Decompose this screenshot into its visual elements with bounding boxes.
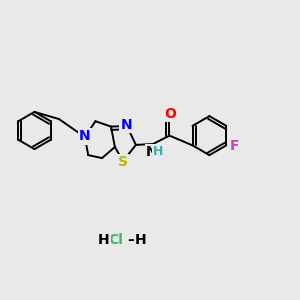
Text: N: N bbox=[121, 118, 132, 132]
Text: –: – bbox=[127, 233, 134, 247]
Text: H: H bbox=[153, 145, 163, 158]
Text: N: N bbox=[79, 129, 91, 143]
Text: S: S bbox=[118, 155, 128, 169]
Text: F: F bbox=[230, 139, 239, 153]
Text: N: N bbox=[146, 145, 158, 159]
Text: O: O bbox=[164, 107, 176, 121]
Text: H: H bbox=[135, 233, 147, 247]
Text: Cl: Cl bbox=[108, 233, 123, 247]
Text: H: H bbox=[98, 233, 109, 247]
